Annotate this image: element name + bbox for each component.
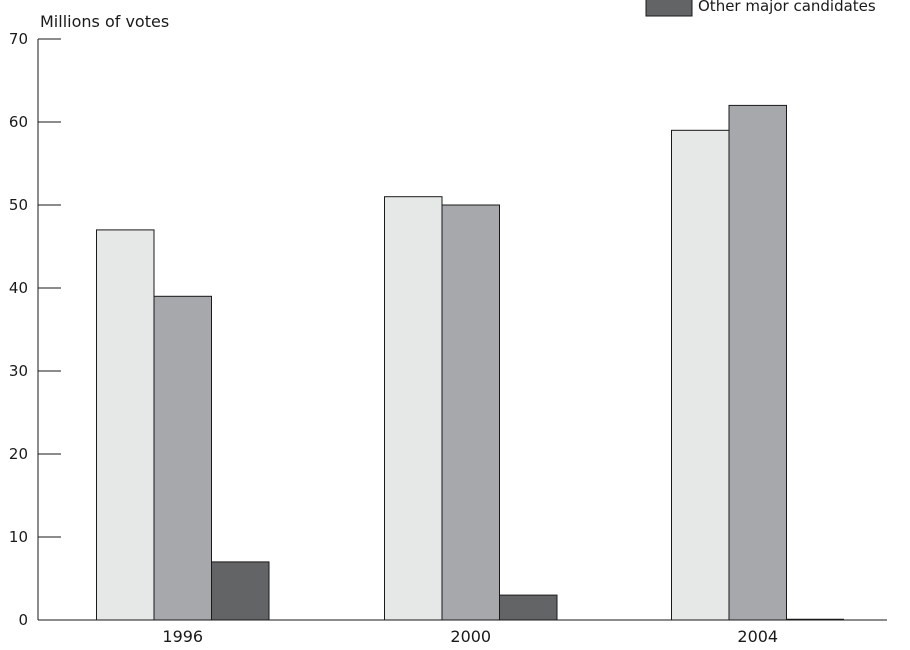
y-tick-label-50: 50 <box>9 196 28 214</box>
bar-2004-series-1 <box>671 129 730 621</box>
bar-1996-series-1 <box>96 229 155 621</box>
legend-swatch-other <box>645 0 693 17</box>
bar-2000-series-2 <box>441 204 500 621</box>
y-axis-label: Millions of votes <box>40 12 169 31</box>
axes-group: 0 10 20 30 40 50 60 70 1996 2000 2004 <box>9 30 887 646</box>
bar-1996-series-2 <box>153 295 212 621</box>
x-tick-label-1996: 1996 <box>162 627 203 646</box>
y-tick-label-70: 70 <box>9 30 28 48</box>
x-tick-label-2004: 2004 <box>737 627 778 646</box>
legend: Other major candidates <box>645 0 876 17</box>
y-tick-label-20: 20 <box>9 445 28 463</box>
bar-2004-series-2 <box>728 104 787 621</box>
bar-2000-series-1 <box>384 196 443 621</box>
x-tick-label-2000: 2000 <box>450 627 491 646</box>
bar-2000-series-3 <box>499 594 558 621</box>
legend-label-other: Other major candidates <box>698 0 876 15</box>
y-tick-label-60: 60 <box>9 113 28 131</box>
bars-group <box>96 104 844 621</box>
bar-1996-series-3 <box>211 561 270 621</box>
y-tick-label-0: 0 <box>18 611 28 629</box>
y-tick-label-40: 40 <box>9 279 28 297</box>
y-tick-label-30: 30 <box>9 362 28 380</box>
y-tick-label-10: 10 <box>9 528 28 546</box>
